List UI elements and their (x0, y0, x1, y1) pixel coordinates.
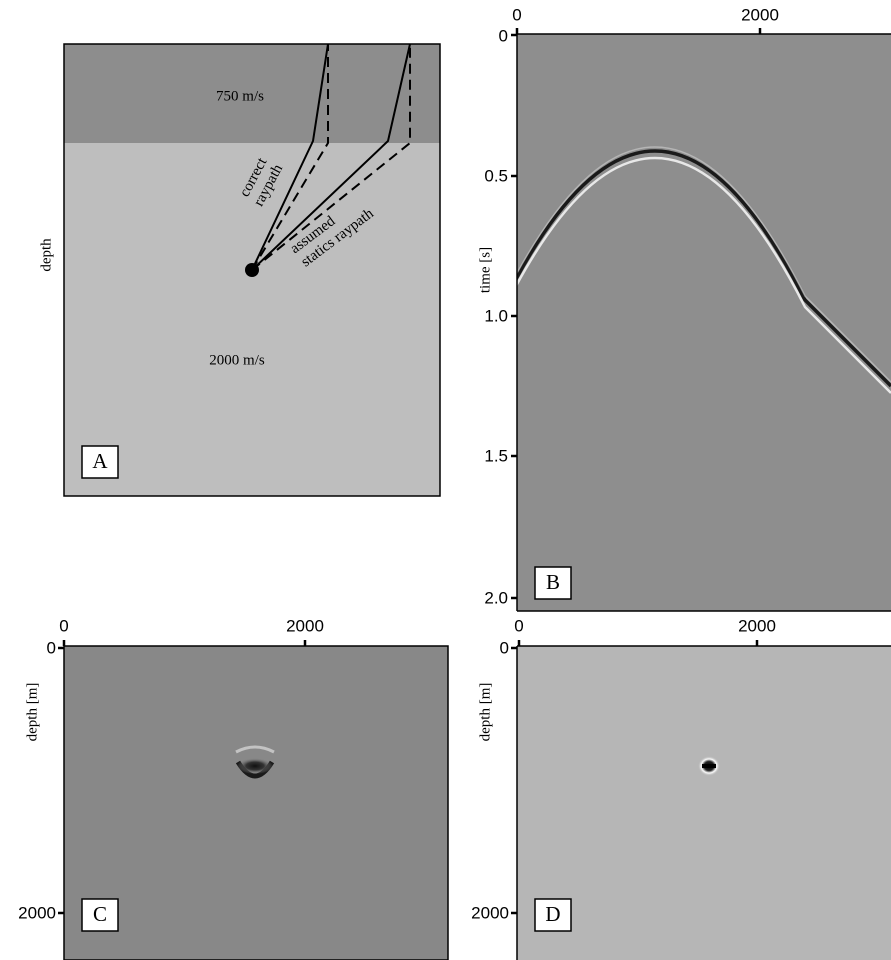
tick-label: 0 (512, 5, 521, 24)
ray-dashed (251, 44, 411, 271)
tick-label: 2000 (738, 616, 776, 635)
tick-label: 0.5 (484, 166, 508, 185)
tick-label: 2.0 (484, 588, 508, 607)
layer-label: 750 m/s (216, 88, 264, 104)
label-box (534, 566, 572, 600)
layer-label: 2000 m/s (209, 352, 265, 368)
raypaths (251, 43, 411, 271)
panel-label: A (92, 449, 108, 473)
ray-solid (251, 43, 329, 271)
tick-label: 0 (499, 26, 508, 45)
tick-label: 0 (500, 638, 509, 657)
image (63, 645, 449, 960)
tick-label: 0 (514, 616, 523, 635)
source-point (245, 263, 259, 277)
tick-label: 0 (59, 616, 68, 635)
tick-label: 1.5 (484, 446, 508, 465)
tick-label: 2000 (18, 903, 56, 922)
axis-label: depth [m] (24, 683, 40, 742)
panel-label: D (545, 902, 560, 926)
tick-label: 1.0 (484, 306, 508, 325)
panel-d: 0 2000 0 2000 depth [m] D (471, 616, 891, 960)
label-box (81, 445, 119, 479)
image (517, 646, 891, 960)
ray-solid (251, 43, 411, 271)
axis-label: depth (38, 238, 54, 272)
lower-layer (64, 143, 440, 496)
axis-label: time [s] (477, 247, 493, 293)
tick-label: 0 (47, 638, 56, 657)
frame (63, 43, 441, 497)
label-box (534, 898, 572, 932)
panel-label: B (546, 570, 560, 594)
panel-b: 0 2000 0 0.5 1.0 1.5 2.0 time [s] B (477, 5, 891, 612)
upper-layer (64, 44, 440, 143)
tick-label: 2000 (741, 5, 779, 24)
panel-a: 750 m/s 2000 m/s depth correct raypath a… (38, 43, 441, 497)
panel-label: C (93, 902, 107, 926)
panel-c: 0 2000 0 2000 depth [m] C (18, 616, 449, 960)
image (517, 34, 891, 611)
ray-dashed (251, 44, 329, 271)
label-box (81, 898, 119, 932)
tick-label: 2000 (286, 616, 324, 635)
tick-label: 2000 (471, 903, 509, 922)
axis-label: depth [m] (477, 683, 493, 742)
